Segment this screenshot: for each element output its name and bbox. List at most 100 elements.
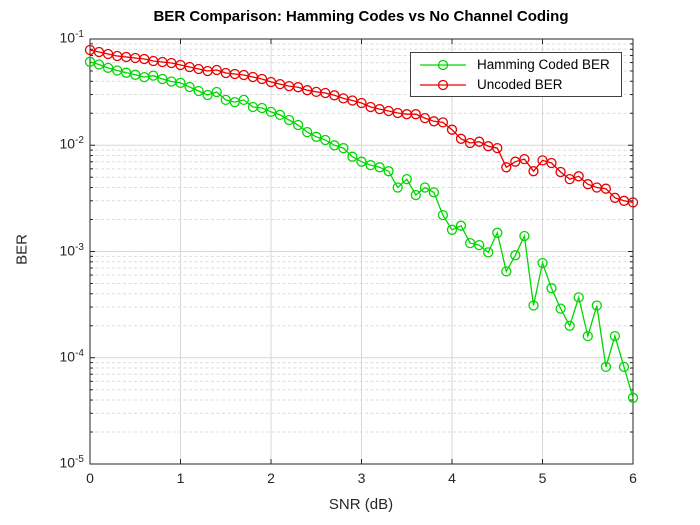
data-point-marker [609,192,621,203]
data-point-marker [492,142,503,154]
legend-item-hamming-coded-ber: Hamming Coded BER [411,55,621,75]
data-point-marker [446,224,458,235]
legend-marker-sample [420,59,466,70]
data-point-marker [483,247,494,258]
x-tick-label: 3 [357,470,366,486]
data-point-marker [211,64,222,76]
data-point-marker [537,257,548,269]
data-point-marker [537,155,548,166]
data-point-marker [519,153,530,165]
data-point-marker [193,85,204,97]
data-point-marker [374,162,385,173]
data-point-marker [256,73,268,85]
data-point-marker [356,156,367,167]
data-point-marker [238,94,249,106]
data-point-marker [292,82,304,93]
data-point-marker [474,136,485,147]
legend-label: Hamming Coded BER [477,57,610,72]
y-axis-label: BER [13,234,31,265]
data-point-marker [528,300,539,311]
data-point-marker [582,179,593,190]
y-tick-label: 10-3 [59,241,84,259]
data-point-marker [302,126,313,138]
data-point-marker [84,56,96,67]
data-point-marker [618,361,630,373]
data-point-marker [175,77,186,89]
data-point-marker [202,89,213,101]
data-point-marker [410,109,421,120]
data-point-marker [347,151,358,162]
data-point-marker [437,117,449,128]
y-tick-label: 10-2 [59,135,84,152]
data-point-marker [519,230,530,242]
data-point-marker [401,173,412,185]
data-point-marker [148,70,159,81]
x-tick-label: 0 [86,470,94,486]
x-tick-label: 4 [448,470,456,486]
x-tick-label: 5 [538,470,547,486]
data-point-marker [609,330,621,342]
data-point-marker [311,131,322,142]
data-point-marker [410,189,421,201]
series-uncoded-ber [84,44,639,208]
x-tick-label: 2 [267,470,275,486]
data-point-marker [184,81,195,93]
series-hamming-coded-ber [84,56,639,403]
y-tick-label: 10-4 [59,347,84,365]
data-point-marker [455,220,467,231]
legend-label: Uncoded BER [477,77,563,92]
data-point-marker [320,134,331,146]
data-point-marker [428,187,440,198]
data-point-marker [474,239,485,251]
legend-item-uncoded-ber: Uncoded BER [411,75,621,95]
data-point-marker [555,166,566,178]
data-point-marker [419,112,431,124]
x-tick-label: 6 [629,470,637,486]
data-point-marker [627,392,639,403]
data-point-marker [528,166,539,177]
data-point-marker [582,330,593,342]
data-point-marker [501,266,512,277]
y-tick-label: 10-1 [59,29,84,46]
data-point-marker [564,320,575,331]
x-tick-label: 1 [176,470,185,486]
data-point-marker [338,142,349,154]
grid-major [90,39,633,464]
data-point-marker [292,119,304,131]
data-point-marker [591,300,602,311]
data-point-marker [392,182,403,193]
data-point-marker [283,114,295,126]
data-point-marker [329,140,340,151]
data-point-marker [573,171,584,182]
tick-marks [89,38,634,465]
x-axis-label: SNR (dB) [328,496,394,513]
data-point-marker [256,102,268,114]
data-point-marker [555,303,566,314]
data-point-marker [347,95,358,106]
data-point-marker [274,109,286,121]
data-point-marker [383,166,394,177]
data-point-marker [600,183,612,194]
legend-marker-sample [420,79,466,90]
data-point-marker [455,133,467,144]
data-point-marker [492,227,503,238]
data-point-marker [446,124,458,135]
data-point-marker [265,106,277,118]
data-point-marker [211,86,222,98]
data-point-marker [102,62,114,74]
data-point-marker [546,157,557,169]
data-point-marker [564,173,575,185]
y-tick-label: 10-5 [59,454,84,471]
legend: Hamming Coded BER Uncoded BER [410,52,622,97]
series-line [89,61,634,398]
data-point-marker [437,209,449,221]
data-point-marker [419,182,431,193]
data-point-marker [356,97,367,109]
data-point-marker [501,162,512,173]
data-point-marker [627,197,639,208]
data-point-marker [573,292,584,303]
data-point-marker [329,90,340,101]
chart-title: BER Comparison: Hamming Codes vs No Chan… [153,8,569,25]
data-point-marker [510,250,521,261]
